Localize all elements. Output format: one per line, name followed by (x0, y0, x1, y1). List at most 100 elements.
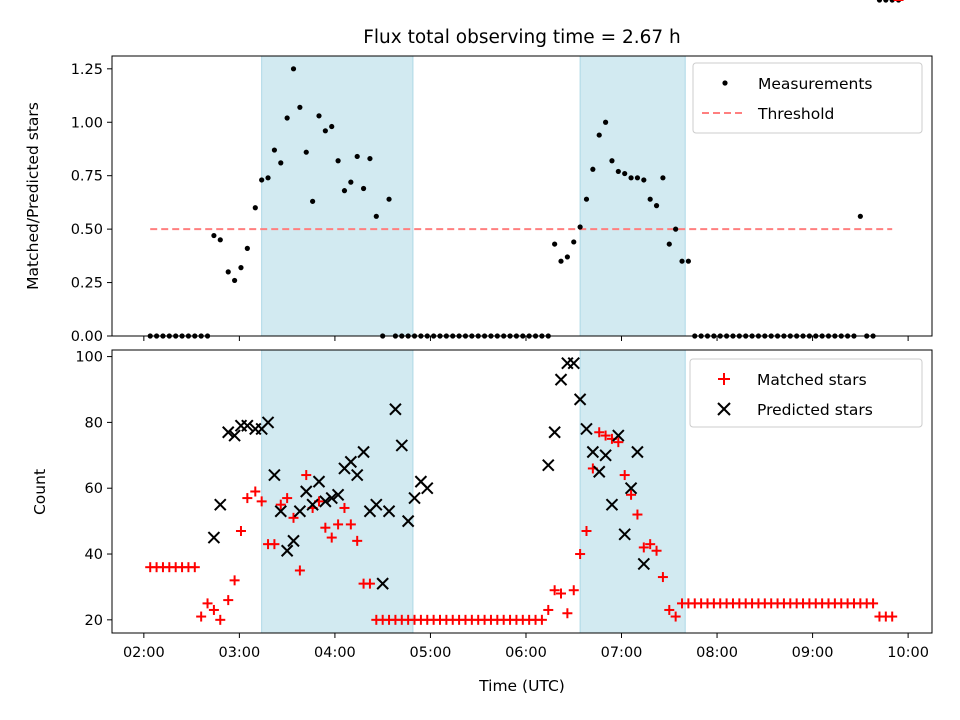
chart-title: Flux total observing time = 2.67 h (363, 27, 681, 48)
predicted-star-point (287, 534, 300, 548)
predicted-star-point (599, 449, 612, 462)
matched-star-point (600, 430, 611, 441)
measurement-point (571, 239, 577, 245)
observing-window-2 (579, 349, 686, 634)
legend-threshold-label: Threshold (757, 105, 834, 123)
matched-star-point (626, 489, 637, 500)
matched-star-point (568, 585, 579, 596)
top-panel: 0.00 0.25 0.50 0.75 1.00 1.25 Matched/Predict… (24, 0, 933, 345)
matched-star-point (269, 539, 280, 550)
predicted-star-point (222, 426, 235, 439)
matched-star-point (202, 598, 213, 609)
predicted-star-point (293, 505, 307, 518)
predicted-star-point (331, 488, 345, 501)
matched-star-point (651, 545, 662, 556)
matched-star-point (581, 525, 592, 536)
measurement-point (341, 188, 348, 194)
x-tick-label: 06:00 (505, 645, 547, 661)
measurement-point (297, 104, 303, 110)
measurement-point (857, 213, 863, 219)
predicted-star-point (389, 403, 402, 416)
bottom-y-tick-label: 20 (85, 613, 103, 629)
legend-measurements-marker (722, 80, 728, 86)
measurement-point (596, 132, 602, 138)
matched-star-point (256, 496, 267, 507)
predicted-star-point (325, 491, 338, 505)
matched-star-point (645, 539, 656, 550)
bottom-y-axis-label: Count (31, 469, 49, 515)
measurement-point (552, 241, 558, 247)
measurement-point (238, 265, 244, 271)
matched-star-point (868, 598, 879, 609)
legend-predicted-label: Predicted stars (757, 401, 873, 419)
top-axes-frame (111, 55, 933, 337)
predicted-star-point (408, 491, 421, 505)
legend-matched-marker (718, 373, 730, 385)
x-tick-label: 10:00 (887, 645, 929, 661)
x-tick-label: 02:00 (123, 645, 165, 661)
measurement-point (284, 115, 290, 121)
measurement-point (252, 205, 258, 211)
measurement-point (373, 213, 379, 219)
matched-star-point (235, 525, 246, 536)
matched-star-point (670, 611, 681, 622)
measurement-point (641, 177, 647, 183)
matched-star-point (275, 499, 286, 510)
measurement-point (316, 113, 322, 119)
measurement-point (225, 269, 231, 275)
matched-star-point (619, 470, 630, 481)
measurement-point (628, 175, 634, 181)
top-y-tick-label: 1.25 (71, 62, 103, 78)
measurement-point (673, 226, 679, 232)
measurement-point (335, 158, 341, 164)
predicted-star-point (567, 356, 580, 370)
x-tick-label: 05:00 (410, 645, 452, 661)
matched-star-point (282, 493, 293, 504)
top-y-axis-label: Matched/Predicted stars (24, 102, 42, 290)
x-tick-label: 07:00 (601, 645, 643, 661)
predicted-star-point (357, 445, 370, 459)
matched-star-point (301, 470, 312, 481)
x-tick-label: 03:00 (218, 645, 260, 661)
measurement-point (360, 185, 367, 192)
predicted-star-point (306, 498, 319, 511)
matched-star-point (594, 427, 605, 438)
measurement-point (590, 166, 596, 172)
matched-star-point (326, 532, 337, 543)
measurement-point (876, 0, 883, 3)
measurement-point (609, 158, 615, 164)
matched-star-point (562, 608, 573, 619)
bottom-panel: 20 40 60 80 100 02:00 03:00 04:00 05:00 06:00 07:… (31, 0, 933, 695)
predicted-star-point (300, 485, 313, 498)
matched-star-point (208, 604, 219, 615)
measurement-point (622, 170, 628, 177)
predicted-star-point (573, 393, 587, 406)
measurement-point (329, 123, 335, 130)
observing-window-1 (261, 349, 414, 634)
predicted-star-point (548, 426, 561, 439)
measurement-point (232, 277, 238, 284)
predicted-star-point (401, 514, 415, 528)
predicted-star-point (228, 429, 241, 442)
matched-star-point (215, 614, 226, 625)
predicted-star-point (370, 498, 383, 511)
measurement-point (577, 224, 583, 230)
bottom-y-tick-label: 80 (85, 415, 103, 431)
legend-matched-label: Matched stars (757, 371, 867, 389)
predicted-star-point (618, 528, 631, 541)
measurement-point (271, 147, 278, 153)
predicted-star-point (605, 498, 619, 511)
bottom-legend: Matched stars Predicted stars (689, 358, 923, 428)
matched-star-point (632, 509, 643, 520)
legend-measurements-label: Measurements (758, 75, 873, 93)
measurement-point (386, 196, 392, 202)
top-y-tick-label: 0.00 (71, 329, 103, 345)
matched-star-point (657, 572, 668, 583)
matched-star-point (575, 549, 586, 560)
measurement-point (685, 258, 691, 264)
x-axis-label: Time (UTC) (478, 677, 565, 695)
bottom-axes-frame (111, 349, 933, 634)
matched-star-point (196, 611, 207, 622)
x-tick-label: 08:00 (696, 645, 738, 661)
top-y-tick-label: 0.50 (71, 222, 103, 238)
